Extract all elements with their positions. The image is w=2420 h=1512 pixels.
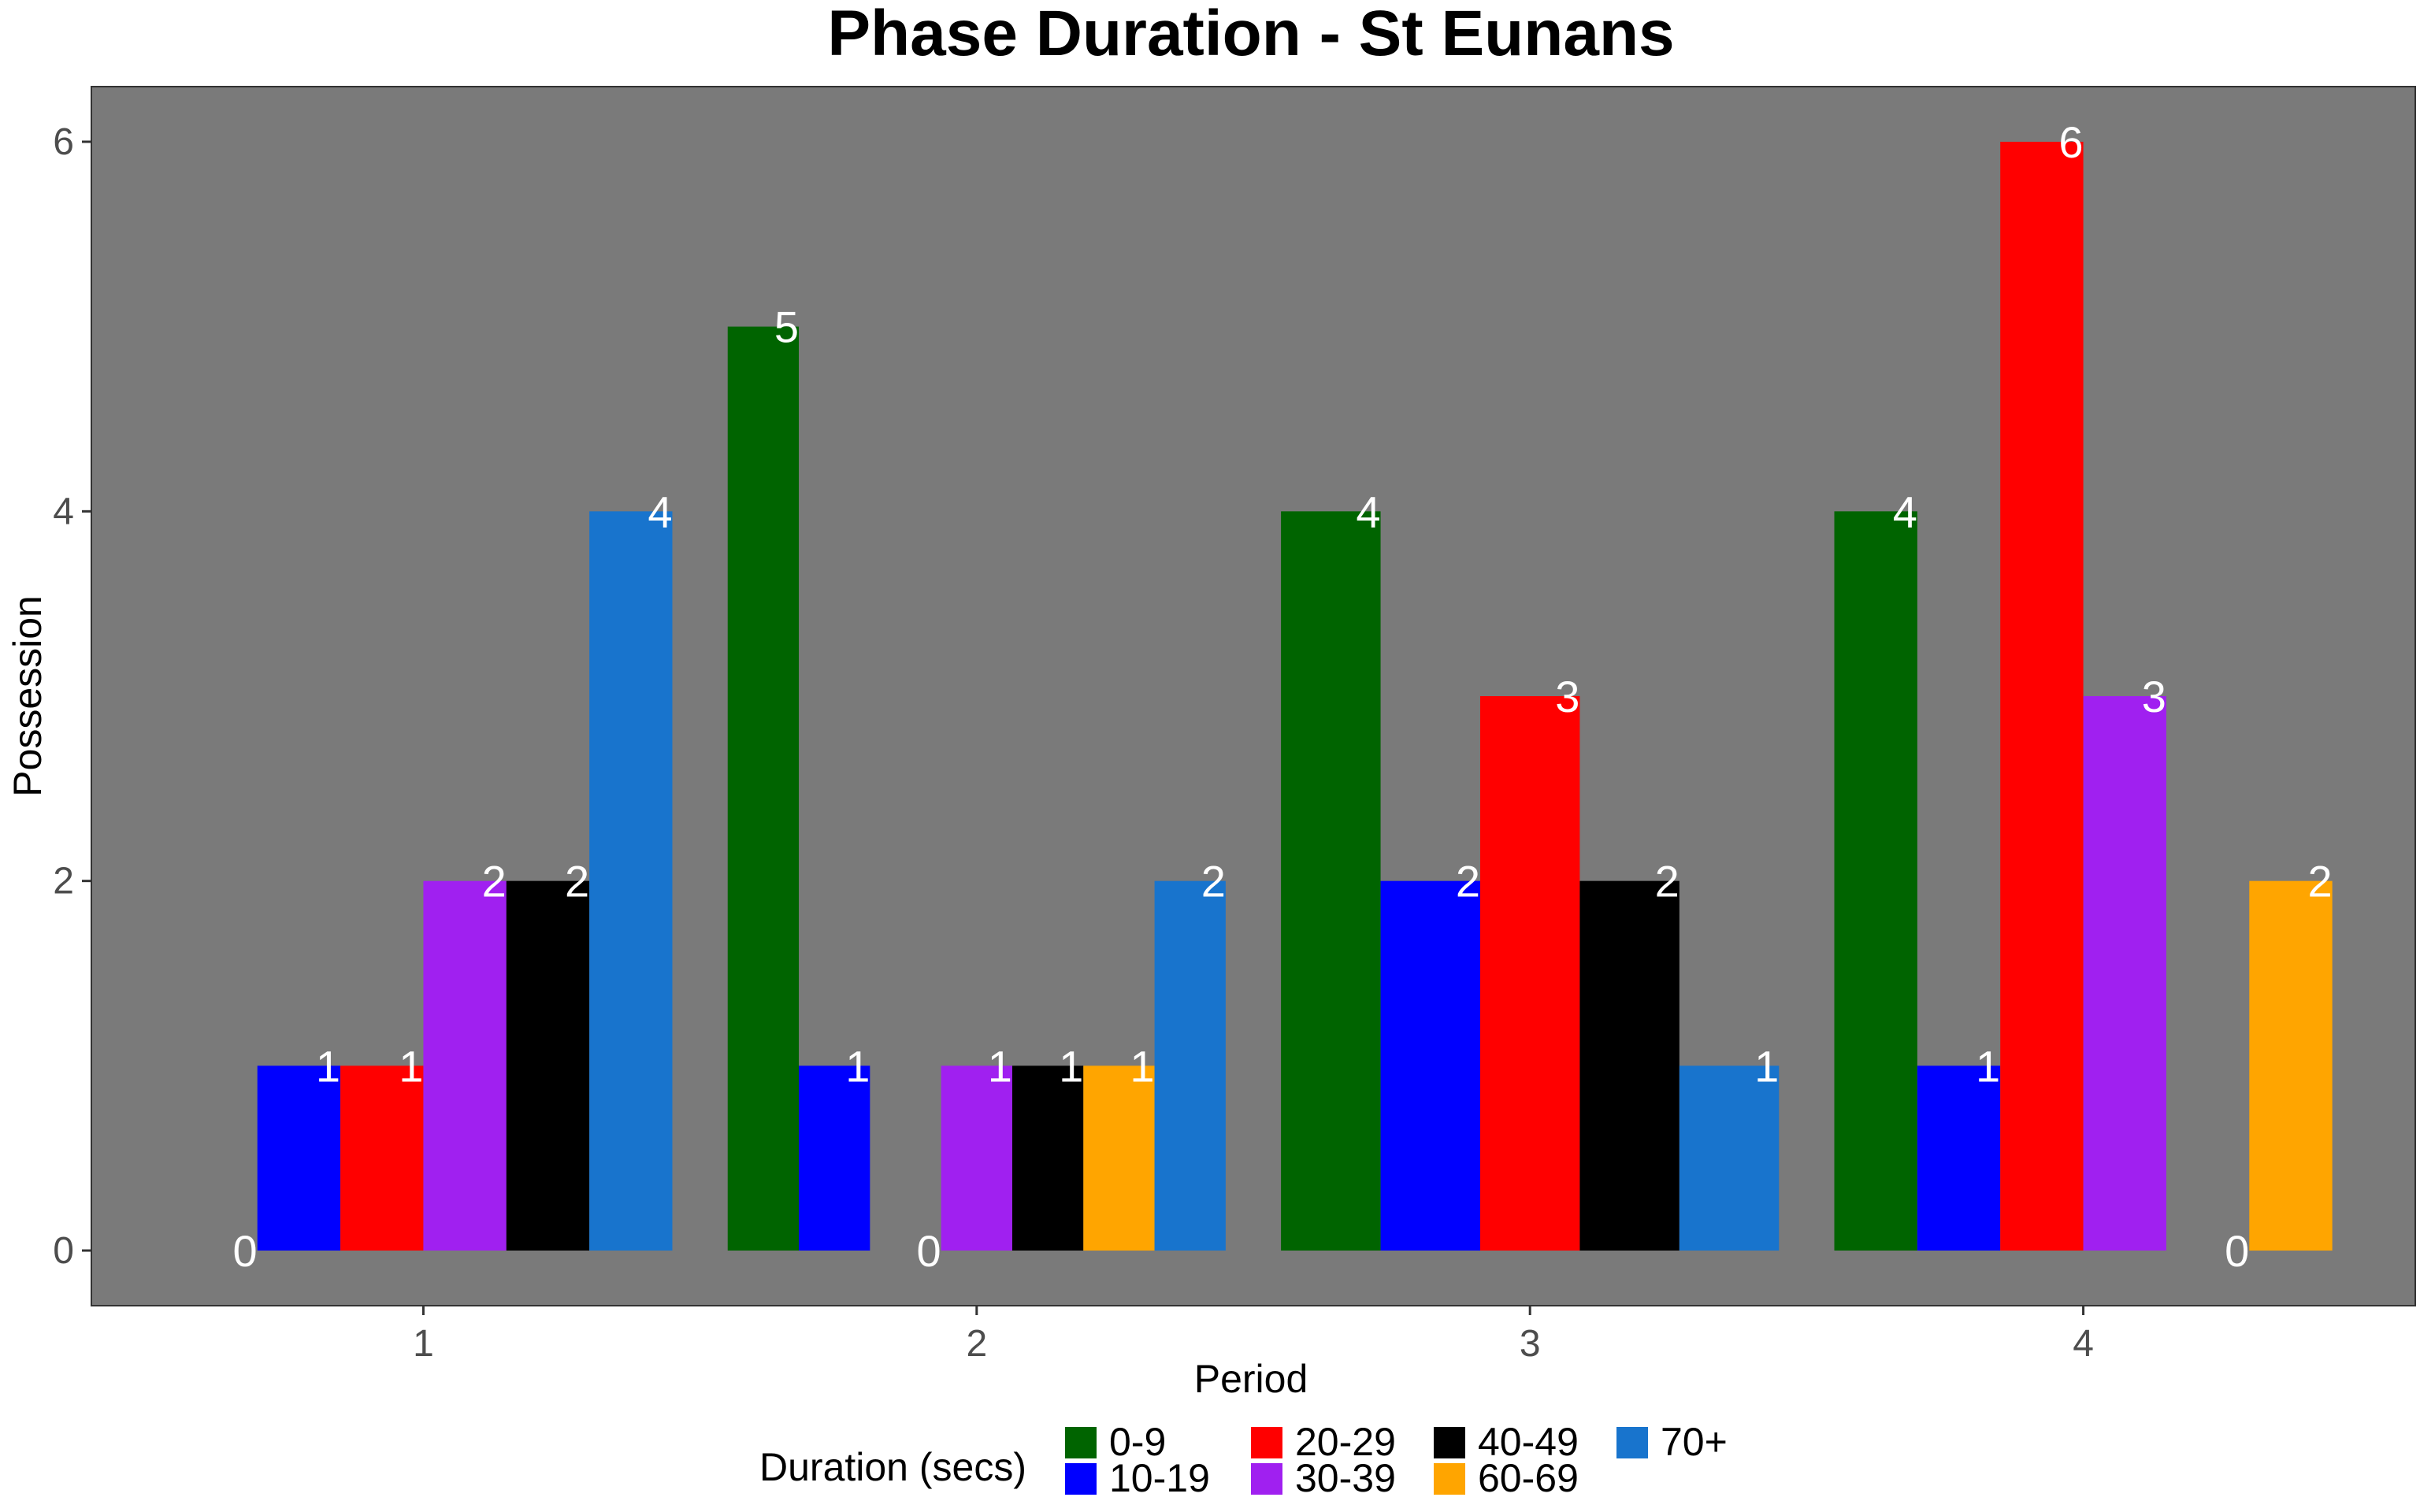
legend-key-10-19: [1065, 1463, 1097, 1495]
data-label-period-4-0-9: 4: [1893, 487, 1917, 536]
bar-period-2-70: [1154, 880, 1226, 1251]
legend-label-70: 70+: [1661, 1420, 1728, 1464]
x-tick-label: 1: [413, 1323, 434, 1365]
legend-label-10-19: 10-19: [1109, 1456, 1210, 1500]
data-label-period-4-10-19: 1: [1976, 1041, 2000, 1091]
x-tick-label: 2: [966, 1323, 987, 1365]
legend-key-30-39: [1251, 1463, 1282, 1495]
data-label-period-2-30-39: 1: [988, 1041, 1012, 1091]
data-label-period-3-70: 1: [1754, 1041, 1779, 1091]
bar-period-1-70: [589, 511, 673, 1251]
data-label-period-1-40-49: 2: [565, 857, 589, 906]
data-label-period-2-20-29: 0: [917, 1226, 941, 1276]
data-label-period-3-0-9: 4: [1356, 487, 1380, 536]
data-label-period-1-70: 4: [648, 487, 672, 536]
bar-period-4-30-39: [2083, 696, 2166, 1251]
data-label-period-3-40-49: 2: [1655, 857, 1680, 906]
data-label-period-1-20-29: 1: [399, 1041, 423, 1091]
data-label-period-2-70: 2: [1201, 857, 1226, 906]
x-tick-label: 3: [1520, 1323, 1541, 1365]
legend-label-30-39: 30-39: [1295, 1456, 1396, 1500]
legend-label-40-49: 40-49: [1478, 1420, 1579, 1464]
data-label-period-4-30-39: 3: [2142, 672, 2166, 721]
bar-period-1-20-29: [340, 1065, 424, 1251]
bar-period-1-10-19: [257, 1065, 341, 1251]
bar-period-4-20-29: [2000, 142, 2084, 1251]
bars: [257, 142, 2333, 1251]
data-label-period-3-20-29: 3: [1555, 672, 1579, 721]
bar-period-4-10-19: [1917, 1065, 2001, 1251]
bar-period-3-10-19: [1380, 880, 1480, 1251]
legend-label-60-69: 60-69: [1478, 1456, 1579, 1500]
legend-label-20-29: 20-29: [1295, 1420, 1396, 1464]
bar-period-2-60-69: [1083, 1065, 1155, 1251]
legend-key-60-69: [1434, 1463, 1465, 1495]
bar-period-1-30-39: [423, 880, 507, 1251]
data-label-period-4-20-29: 6: [2058, 117, 2083, 167]
bar-period-3-40-49: [1579, 880, 1680, 1251]
y-tick-label: 0: [53, 1230, 74, 1272]
bar-period-2-30-39: [941, 1065, 1012, 1251]
y-tick-label: 2: [53, 861, 74, 902]
x-axis-title: Period: [1194, 1357, 1308, 1401]
bar-period-4-60-69: [2249, 880, 2333, 1251]
legend-key-20-29: [1251, 1427, 1282, 1458]
data-label-period-4-60-69: 2: [2307, 857, 2332, 906]
bar-period-3-0-9: [1281, 511, 1381, 1251]
bar-period-1-40-49: [506, 880, 590, 1251]
bar-period-2-40-49: [1011, 1065, 1084, 1251]
legend-label-0-9: 0-9: [1109, 1420, 1166, 1464]
bar-period-2-0-9: [727, 326, 800, 1251]
data-label-period-1-10-19: 1: [316, 1041, 340, 1091]
legend-title: Duration (secs): [759, 1445, 1026, 1489]
data-label-period-2-60-69: 1: [1130, 1041, 1154, 1091]
y-tick-label: 6: [53, 121, 74, 163]
bar-period-4-0-9: [1834, 511, 1917, 1251]
data-label-period-2-40-49: 1: [1059, 1041, 1083, 1091]
legend-key-70: [1616, 1427, 1648, 1458]
legend-key-40-49: [1434, 1427, 1465, 1458]
data-label-period-2-0-9: 5: [774, 302, 799, 352]
data-label-period-1-0-9: 0: [233, 1226, 258, 1276]
data-label-period-3-10-19: 2: [1456, 857, 1480, 906]
data-label-period-2-10-19: 1: [845, 1041, 870, 1091]
legend-key-0-9: [1065, 1427, 1097, 1458]
data-label-period-4-40-49: 0: [2225, 1226, 2249, 1276]
bar-period-3-70: [1679, 1065, 1780, 1251]
x-tick-label: 4: [2073, 1323, 2094, 1365]
y-axis: 0 2 4 6: [53, 121, 91, 1272]
y-axis-title: Possession: [6, 595, 50, 797]
y-tick-label: 4: [53, 491, 74, 532]
x-axis: 1 2 3 4: [413, 1306, 2094, 1365]
bar-period-3-20-29: [1479, 696, 1580, 1251]
bar-period-2-10-19: [799, 1065, 870, 1251]
data-label-period-1-30-39: 2: [482, 857, 507, 906]
chart-title: Phase Duration - St Eunans: [827, 0, 1674, 69]
